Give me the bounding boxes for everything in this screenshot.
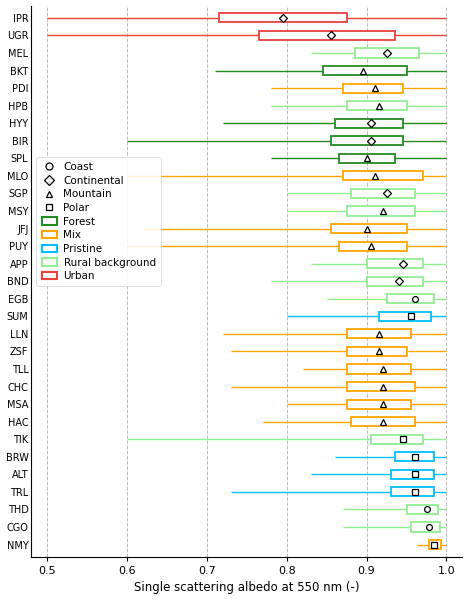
Bar — [339, 154, 395, 163]
Bar — [387, 294, 434, 304]
Bar — [347, 347, 407, 356]
Bar — [429, 540, 441, 549]
X-axis label: Single scattering albedo at 550 nm (-): Single scattering albedo at 550 nm (-) — [134, 581, 359, 595]
Bar — [371, 434, 423, 444]
Bar — [347, 101, 407, 110]
Bar — [351, 189, 415, 198]
Bar — [339, 242, 407, 251]
Bar — [219, 13, 347, 22]
Legend: Coast, Continental, Mountain, Polar, Forest, Mix, Pristine, Rural background, Ur: Coast, Continental, Mountain, Polar, For… — [37, 157, 161, 286]
Bar — [335, 119, 402, 128]
Bar — [347, 382, 415, 391]
Bar — [366, 259, 423, 268]
Bar — [351, 417, 415, 426]
Bar — [355, 49, 418, 58]
Bar — [391, 470, 434, 479]
Bar — [366, 277, 423, 286]
Bar — [379, 312, 431, 321]
Bar — [347, 400, 410, 409]
Bar — [331, 224, 407, 233]
Bar — [395, 452, 434, 461]
Bar — [331, 136, 402, 145]
Bar — [347, 364, 410, 374]
Bar — [407, 505, 439, 514]
Bar — [343, 83, 402, 92]
Bar — [347, 206, 415, 215]
Bar — [343, 171, 423, 181]
Bar — [347, 329, 410, 338]
Bar — [259, 31, 395, 40]
Bar — [323, 66, 407, 75]
Bar — [391, 487, 434, 496]
Bar — [410, 523, 440, 532]
